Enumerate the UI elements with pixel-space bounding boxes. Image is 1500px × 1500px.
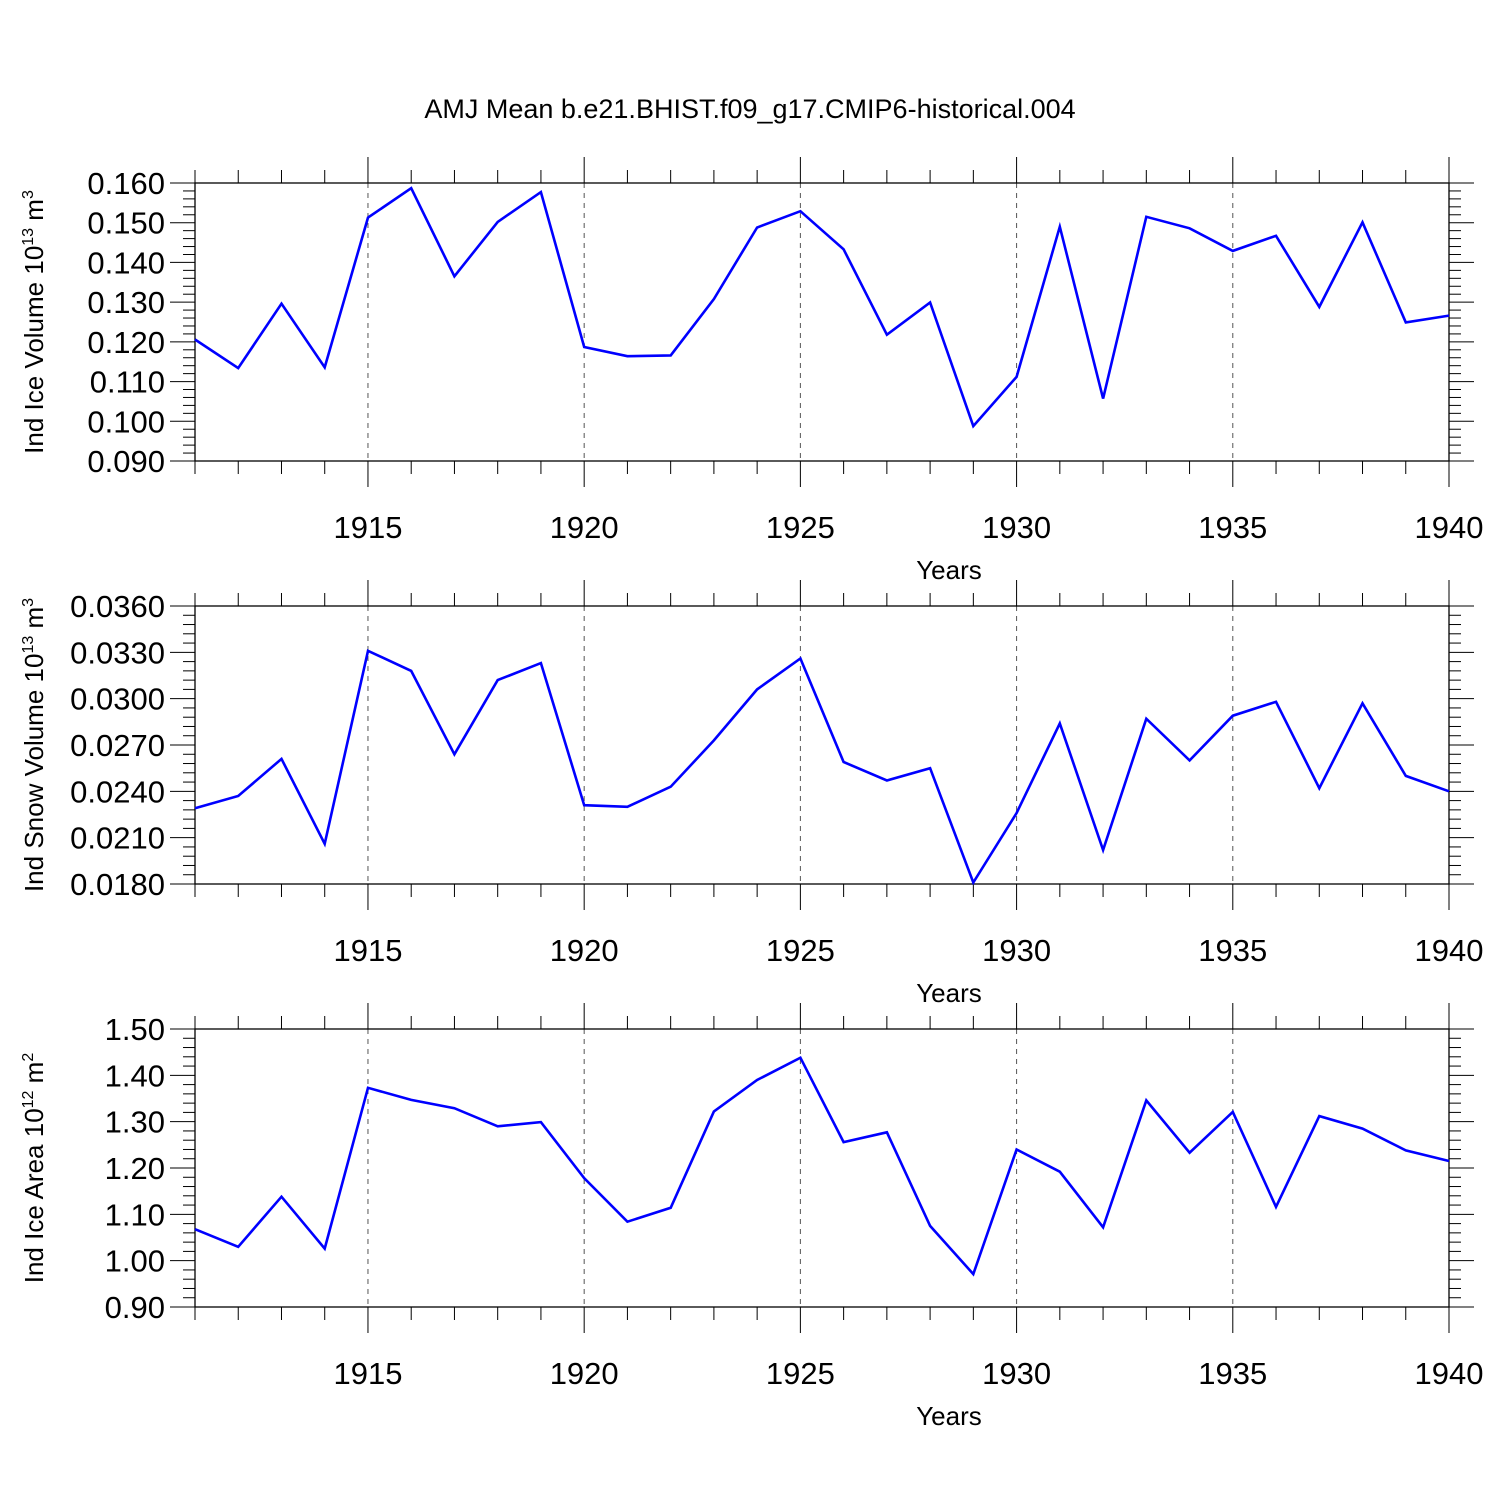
figure-title: AMJ Mean b.e21.BHIST.f09_g17.CMIP6-histo… [424, 94, 1075, 124]
chart-panel-3: 0.90 1.00 1.10 1.20 1.30 1.40 1.50 1915 1920 1925… [19, 1003, 1483, 1431]
y-tick-label: 0.160 [87, 166, 165, 201]
x-tick-label: 1915 [333, 1356, 402, 1391]
plot-frame [194, 1028, 1450, 1308]
y-tick-label: 0.0360 [70, 589, 165, 624]
y-tick-label: 1.50 [105, 1012, 165, 1047]
x-tick-label: 1930 [982, 1356, 1051, 1391]
y-tick-label: 0.0300 [70, 682, 165, 717]
y-tick-label: 1.00 [105, 1244, 165, 1279]
series-line [194, 1055, 1450, 1277]
x-tick-label: 1940 [1415, 510, 1484, 545]
y-tick-label: 0.0240 [70, 774, 165, 809]
x-tick-label: 1935 [1198, 1356, 1267, 1391]
x-tick-label: 1925 [766, 510, 835, 545]
x-axis-label: Years [916, 978, 982, 1008]
x-tick-label: 1925 [766, 933, 835, 968]
y-tick-label: 0.140 [87, 245, 165, 280]
y-tick-label: 0.0210 [70, 821, 165, 856]
y-tick-label: 0.120 [87, 325, 165, 360]
x-tick-label: 1925 [766, 1356, 835, 1391]
chart-panel-1: 0.090 0.100 0.110 0.120 0.130 0.140 0.150 0.160… [19, 157, 1483, 585]
x-axis-label: Years [916, 555, 982, 585]
x-tick-label: 1920 [550, 1356, 619, 1391]
y-tick-label: 0.090 [87, 444, 165, 479]
y-tick-label: 0.110 [90, 365, 165, 400]
x-tick-label: 1930 [982, 510, 1051, 545]
y-axis-label: Ind Snow Volume 1013 m3 [19, 598, 49, 892]
x-tick-label: 1930 [982, 933, 1051, 968]
x-tick-label: 1920 [550, 933, 619, 968]
x-tick-label: 1940 [1415, 933, 1484, 968]
plot-frame [194, 182, 1450, 462]
chart-panel-2: 0.0180 0.0210 0.0240 0.0270 0.0300 0.0330 0.03… [19, 580, 1483, 1008]
series-line [194, 648, 1450, 886]
y-axis-label: Ind Ice Area 1012 m2 [19, 1053, 49, 1284]
panels: 0.090 0.100 0.110 0.120 0.130 0.140 0.150 0.160… [19, 157, 1483, 1431]
x-tick-label: 1935 [1198, 933, 1267, 968]
x-tick-label: 1935 [1198, 510, 1267, 545]
x-tick-label: 1915 [333, 933, 402, 968]
y-tick-label: 0.130 [87, 285, 165, 320]
y-tick-label: 0.100 [87, 404, 165, 439]
y-tick-label: 0.0180 [70, 867, 165, 902]
y-tick-label: 1.20 [105, 1151, 165, 1186]
y-tick-label: 1.40 [105, 1058, 165, 1093]
x-tick-label: 1915 [333, 510, 402, 545]
series-line [194, 186, 1450, 429]
x-tick-label: 1920 [550, 510, 619, 545]
y-tick-label: 1.10 [105, 1197, 165, 1232]
y-tick-label: 0.0270 [70, 728, 165, 763]
y-tick-label: 1.30 [105, 1105, 165, 1140]
y-tick-label: 0.90 [105, 1290, 165, 1325]
plot-frame [194, 605, 1450, 885]
y-axis-label: Ind Ice Volume 1013 m3 [19, 190, 49, 454]
x-tick-label: 1940 [1415, 1356, 1484, 1391]
y-tick-label: 0.150 [87, 206, 165, 241]
y-tick-label: 0.0330 [70, 635, 165, 670]
x-axis-label: Years [916, 1401, 982, 1431]
